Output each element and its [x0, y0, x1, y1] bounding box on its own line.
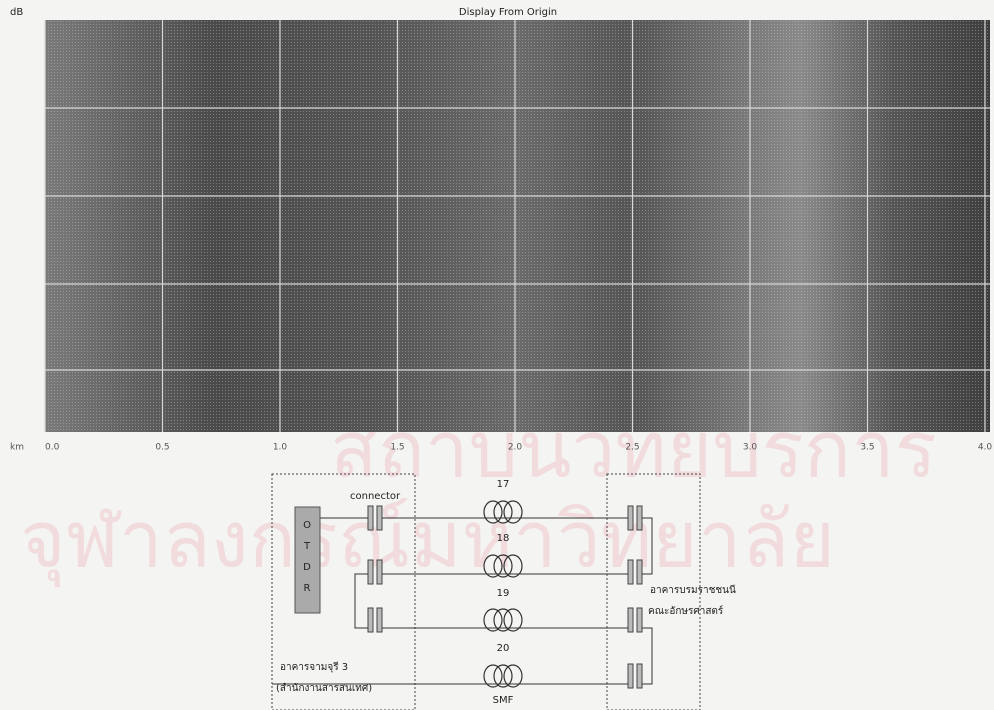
- left-building: อาคารจามจุรี 3: [280, 661, 348, 673]
- x-tick-label: 2.5: [625, 443, 639, 453]
- fiber-number: 17: [497, 479, 510, 490]
- x-tick-label: 0.0: [45, 443, 60, 453]
- otdr-letter: R: [304, 583, 311, 594]
- connector-label: connector: [350, 491, 401, 502]
- x-tick-label: 0.5: [155, 443, 169, 453]
- x-tick-label: 1.5: [390, 443, 404, 453]
- fiber-number: 19: [497, 588, 510, 599]
- right-building: อาคารบรมราชชนนี: [650, 584, 736, 596]
- fiber-type: SMF: [493, 695, 514, 706]
- x-tick-label: 3.5: [860, 443, 874, 453]
- otdr-letter: O: [303, 520, 311, 531]
- otdr-letter: T: [303, 541, 311, 552]
- fiber-number: 20: [497, 643, 510, 654]
- otdr-letter: D: [303, 562, 311, 573]
- y-unit: dB: [10, 7, 23, 18]
- trace-title: Display From Origin: [459, 7, 557, 18]
- x-tick-label: 3.0: [743, 443, 758, 453]
- x-tick-label: 4.0: [978, 443, 993, 453]
- page: สถาบันวิทยบริการ จุฬาลงกรณ์มหาวิทยาลัย d…: [0, 0, 994, 710]
- right-building: คณะอักษรศาสตร์: [648, 605, 724, 617]
- left-building: (สำนักงานสารสนเทศ): [276, 683, 372, 694]
- x-tick-label: 1.0: [273, 443, 288, 453]
- fiber-number: 18: [497, 533, 510, 544]
- x-unit: km: [10, 443, 24, 453]
- x-tick-label: 2.0: [508, 443, 523, 453]
